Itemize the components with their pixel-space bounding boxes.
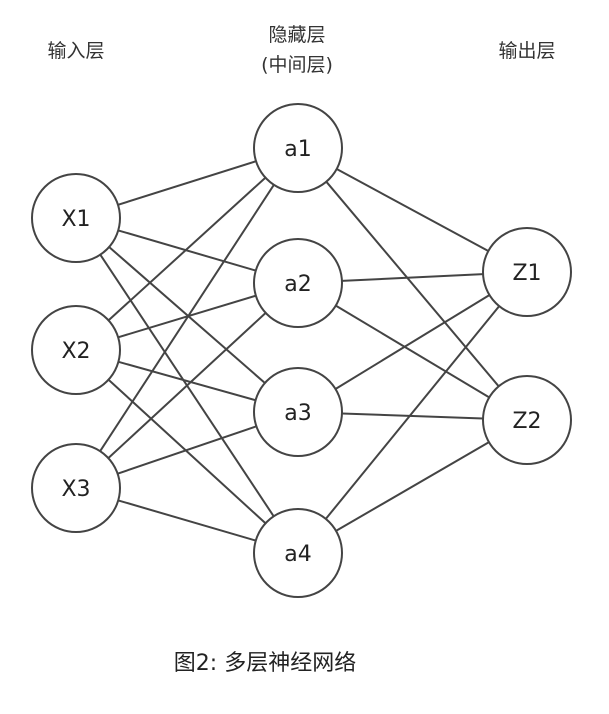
- node-x1: X1: [31, 173, 121, 263]
- edge-x2-a1: [107, 176, 267, 322]
- edge-x2-a3: [118, 360, 256, 402]
- node-circle-x1: [31, 173, 121, 263]
- node-a4: a4: [253, 508, 343, 598]
- edges: [99, 160, 500, 542]
- output-layer-label: 输出层: [498, 40, 555, 62]
- edge-x3-a4: [117, 499, 257, 542]
- edge-x3-a3: [117, 425, 257, 475]
- edge-a1-z2: [325, 181, 500, 387]
- node-circle-x3: [31, 443, 121, 533]
- node-a3: a3: [253, 367, 343, 457]
- node-label-z2: Z2: [512, 409, 541, 434]
- edge-a1-z1: [336, 168, 489, 252]
- node-label-a4: a4: [284, 542, 311, 567]
- input-layer-label: 输入层: [47, 40, 104, 62]
- edge-x1-a2: [117, 229, 257, 272]
- node-z1: Z1: [482, 227, 572, 317]
- edge-a4-z2: [335, 441, 490, 532]
- node-circle-x2: [31, 305, 121, 395]
- node-label-x3: X3: [61, 477, 90, 502]
- edge-a4-z1: [325, 305, 500, 520]
- node-label-x1: X1: [61, 207, 90, 232]
- figure-caption: 图2: 多层神经网络: [174, 651, 356, 676]
- node-x3: X3: [31, 443, 121, 533]
- node-x2: X2: [31, 305, 121, 395]
- node-label-a3: a3: [284, 401, 311, 426]
- node-circle-a4: [253, 508, 343, 598]
- layer-labels: 输入层 隐藏层 (中间层) 输出层: [47, 24, 555, 76]
- node-label-z1: Z1: [512, 261, 541, 286]
- node-label-a2: a2: [284, 272, 311, 297]
- node-label-x2: X2: [61, 339, 90, 364]
- edge-x3-a1: [99, 184, 275, 452]
- edge-a2-z2: [335, 304, 490, 399]
- edge-a3-z1: [334, 294, 491, 390]
- node-circle-a3: [253, 367, 343, 457]
- nodes: X1 X2 X3 a1 a2 a3 a4 Z1 Z2: [31, 103, 572, 598]
- edge-x1-a3: [108, 246, 266, 384]
- edge-x3-a2: [107, 312, 267, 459]
- node-circle-z1: [482, 227, 572, 317]
- node-a2: a2: [253, 238, 343, 328]
- hidden-layer-label: 隐藏层: [268, 24, 325, 46]
- edge-x2-a4: [107, 378, 267, 525]
- node-circle-a2: [253, 238, 343, 328]
- hidden-layer-sublabel: (中间层): [261, 54, 333, 76]
- node-label-a1: a1: [284, 137, 311, 162]
- node-a1: a1: [253, 103, 343, 193]
- node-z2: Z2: [482, 375, 572, 465]
- node-circle-z2: [482, 375, 572, 465]
- node-circle-a1: [253, 103, 343, 193]
- edge-x1-a1: [117, 160, 257, 206]
- edge-a3-z2: [341, 412, 484, 420]
- edge-a2-z1: [341, 273, 484, 282]
